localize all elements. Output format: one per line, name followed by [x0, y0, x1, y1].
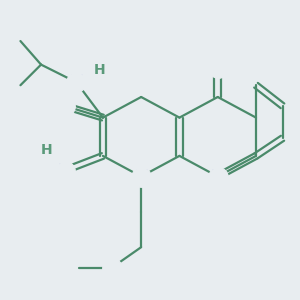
Text: H: H: [94, 64, 106, 77]
Text: O: O: [211, 58, 225, 76]
Text: N: N: [58, 162, 71, 180]
Text: O: O: [105, 259, 119, 277]
Text: N: N: [70, 73, 83, 91]
Text: N: N: [211, 167, 225, 185]
Text: N: N: [134, 167, 148, 185]
Text: O: O: [58, 97, 72, 115]
Text: H: H: [41, 143, 53, 157]
